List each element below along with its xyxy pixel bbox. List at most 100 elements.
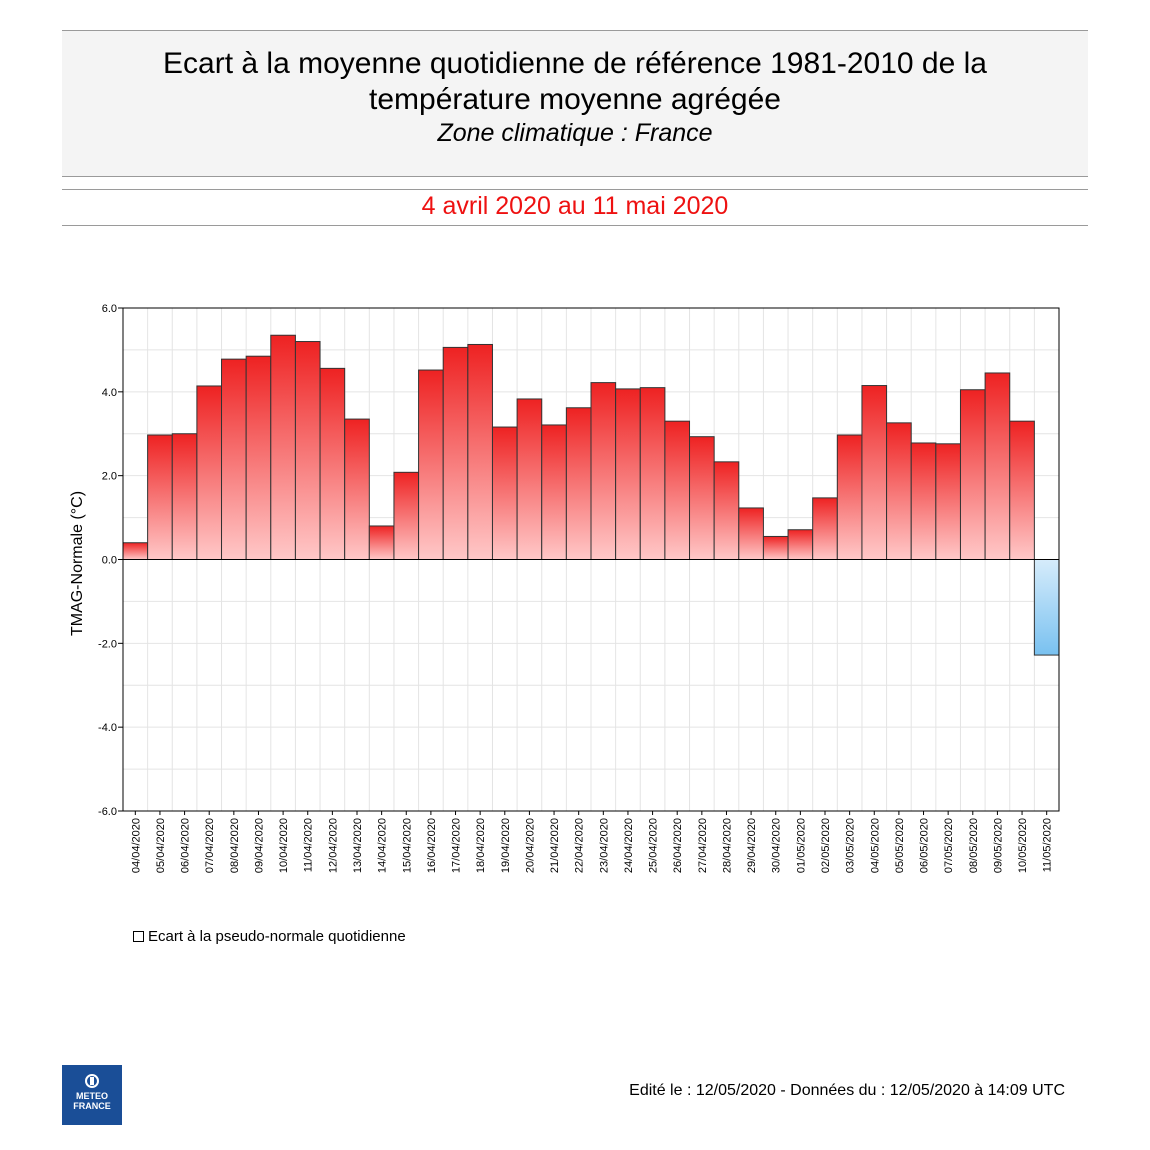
x-tick-label: 09/05/2020 — [992, 818, 1004, 873]
bar-04/05/2020 — [861, 385, 888, 560]
y-tick-label: 6.0 — [102, 303, 117, 315]
bar-06/04/2020 — [171, 433, 198, 560]
bar-01/05/2020 — [787, 529, 814, 561]
x-tick-label: 07/05/2020 — [943, 818, 955, 873]
bar-15/04/2020 — [393, 471, 420, 560]
chart-title: Ecart à la moyenne quotidienne de référe… — [62, 46, 1088, 118]
x-tick-label: 19/04/2020 — [500, 818, 512, 873]
logo-text-line2: FRANCE — [73, 1101, 111, 1111]
chart-title-line1: Ecart à la moyenne quotidienne de référe… — [163, 47, 987, 80]
period-band: 4 avril 2020 au 11 mai 2020 — [62, 189, 1088, 226]
chart-title-line2: température moyenne agrégée — [369, 83, 781, 116]
bar-07/04/2020 — [196, 385, 223, 560]
bar-18/04/2020 — [467, 343, 493, 560]
x-tick-label: 14/04/2020 — [377, 818, 389, 873]
bar-25/04/2020 — [639, 387, 666, 560]
bar-30/04/2020 — [762, 535, 789, 561]
bar-26/04/2020 — [664, 420, 691, 560]
y-tick-label: 2.0 — [102, 471, 117, 483]
bar-14/04/2020 — [368, 525, 395, 561]
bar-08/05/2020 — [959, 389, 986, 560]
bar-09/05/2020 — [984, 372, 1011, 560]
x-tick-label: 06/04/2020 — [180, 818, 192, 873]
bar-03/05/2020 — [836, 434, 863, 561]
bar-20/04/2020 — [516, 398, 543, 560]
legend: Ecart à la pseudo-normale quotidienne — [133, 928, 406, 945]
bar-08/04/2020 — [221, 358, 247, 560]
x-tick-label: 11/05/2020 — [1042, 818, 1054, 872]
x-tick-label: 01/05/2020 — [795, 818, 807, 873]
x-tick-label: 02/05/2020 — [820, 818, 832, 873]
x-tick-label: 04/04/2020 — [130, 818, 142, 873]
x-tick-label: 09/04/2020 — [253, 818, 265, 873]
bar-16/04/2020 — [418, 369, 444, 560]
x-tick-label: 10/04/2020 — [278, 818, 290, 873]
x-tick-label: 21/04/2020 — [549, 818, 561, 873]
bar-22/04/2020 — [565, 407, 592, 560]
bar-10/05/2020 — [1009, 420, 1035, 560]
x-tick-label: 16/04/2020 — [426, 818, 438, 873]
x-tick-label: 08/05/2020 — [968, 818, 980, 873]
x-tick-label: 03/05/2020 — [845, 818, 857, 873]
x-tick-label: 17/04/2020 — [451, 818, 463, 873]
bar-17/04/2020 — [442, 346, 469, 560]
header-panel: Ecart à la moyenne quotidienne de référe… — [62, 30, 1088, 177]
bar-11/04/2020 — [294, 341, 321, 560]
x-tick-label: 10/05/2020 — [1017, 818, 1029, 873]
x-tick-label: 08/04/2020 — [229, 818, 241, 873]
bar-06/05/2020 — [910, 442, 937, 561]
x-tick-label: 05/04/2020 — [155, 818, 167, 873]
logo-text-line1: METEO — [75, 1091, 108, 1101]
y-tick-label: -4.0 — [98, 722, 117, 734]
x-tick-label: 20/04/2020 — [524, 818, 536, 873]
logo-mark-icon — [85, 1074, 99, 1088]
bar-07/05/2020 — [935, 443, 961, 560]
bar-28/04/2020 — [713, 461, 740, 560]
bar-21/04/2020 — [541, 424, 567, 561]
bar-19/04/2020 — [491, 426, 518, 560]
bar-05/04/2020 — [147, 434, 173, 561]
bar-23/04/2020 — [590, 382, 617, 560]
x-tick-label: 25/04/2020 — [648, 818, 660, 873]
x-tick-label: 30/04/2020 — [771, 818, 783, 873]
x-tick-label: 13/04/2020 — [352, 818, 364, 873]
chart-subtitle: Zone climatique : France — [437, 119, 713, 147]
x-tick-label: 05/05/2020 — [894, 818, 906, 873]
y-tick-label: -6.0 — [98, 806, 117, 818]
x-tick-label: 04/05/2020 — [869, 818, 881, 873]
y-tick-label: -2.0 — [98, 638, 117, 650]
bar-05/05/2020 — [886, 422, 912, 560]
x-tick-label: 23/04/2020 — [598, 818, 610, 873]
bar-11/05/2020 — [1033, 559, 1060, 656]
bar-29/04/2020 — [738, 507, 764, 561]
x-tick-label: 28/04/2020 — [721, 818, 733, 873]
meteo-france-logo: METEO FRANCE — [62, 1065, 122, 1125]
bars — [122, 334, 1060, 656]
x-tick-label: 26/04/2020 — [672, 818, 684, 873]
x-tick-label: 27/04/2020 — [697, 818, 709, 873]
bar-10/04/2020 — [270, 334, 296, 560]
legend-label: Ecart à la pseudo-normale quotidienne — [148, 928, 406, 945]
x-tick-label: 15/04/2020 — [401, 818, 413, 873]
x-tick-label: 22/04/2020 — [574, 818, 586, 873]
axes — [118, 307, 1060, 815]
legend-swatch — [133, 931, 144, 942]
period-label: 4 avril 2020 au 11 mai 2020 — [421, 192, 729, 220]
y-axis-title: TMAG-Normale (°C) — [69, 491, 86, 636]
edit-footer: Edité le : 12/05/2020 - Données du : 12/… — [629, 1082, 1065, 1099]
bar-09/04/2020 — [245, 355, 272, 560]
x-tick-label: 18/04/2020 — [475, 818, 487, 873]
x-tick-label: 29/04/2020 — [746, 818, 758, 873]
x-tick-label: 07/04/2020 — [204, 818, 216, 873]
bar-04/04/2020 — [122, 542, 149, 561]
bar-13/04/2020 — [344, 418, 370, 560]
x-tick-label: 11/04/2020 — [303, 818, 315, 872]
x-tick-label: 06/05/2020 — [919, 818, 931, 873]
x-tick-label: 12/04/2020 — [327, 818, 339, 873]
labels: 6.0 4.0 2.0 0.0 -2.0 -4.0 -6.0 04/04/2020 05/04/… — [69, 303, 1054, 873]
bar-12/04/2020 — [319, 367, 346, 560]
x-tick-label: 24/04/2020 — [623, 818, 635, 873]
y-tick-label: 0.0 — [102, 555, 117, 567]
bar-02/05/2020 — [812, 497, 838, 561]
